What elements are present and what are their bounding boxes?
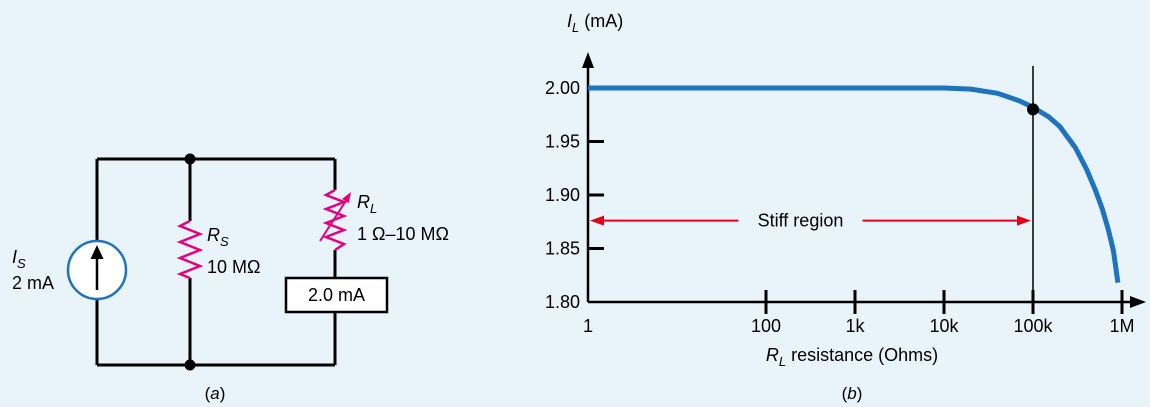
y-tick-label: 1.90 [545,185,580,205]
wire-frame [95,157,337,367]
rl-value: 1 Ω–10 MΩ [357,224,449,244]
junction-dot-bottom [184,359,196,371]
y-axis-label: IL (mA) [567,11,623,35]
x-tick-label: 1k [845,316,865,336]
y-tick-label: 1.80 [545,292,580,312]
caption-a: (a) [205,384,226,403]
ammeter-reading: 2.0 mA [308,285,365,305]
y-tick-label: 1.85 [545,239,580,259]
rl-variable-arrowhead-icon [342,192,351,203]
x-axis-arrow-icon [1130,296,1146,308]
rs-label: RS [207,225,229,249]
x-tick-label: 1 [583,316,593,336]
x-tick-label: 10k [929,316,959,336]
source-label: IS [12,247,26,271]
current-source [66,239,128,301]
stiff-region-arrow: Stiff region [590,211,1031,231]
stiff-region-label: Stiff region [758,211,844,231]
rs-value: 10 MΩ [207,257,260,277]
x-tick-label: 100k [1013,316,1053,336]
x-tick-label: 100 [751,316,781,336]
stiff-region-arrowhead-left-icon [590,215,604,226]
stiff-region-arrowhead-right-icon [1017,215,1031,226]
x-axis-label: RL resistance (Ohms) [766,345,938,369]
y-ticks: 1.80 1.85 1.90 1.95 2.00 [545,78,604,312]
source-value: 2 mA [12,273,54,293]
rl-variable-arrow [319,195,350,242]
x-ticks: 1 100 1k 10k 100k 1M [583,290,1135,336]
circuit-diagram: IS 2 mA RS 10 MΩ RL 1 Ω–10 MΩ 2.0 mA (a) [12,153,449,403]
marked-data-point [1027,103,1039,116]
ammeter-box [284,276,389,314]
load-current-graph: 1.80 1.85 1.90 1.95 2.00 1 100 1k 10k 100k 1M IL … [545,11,1146,403]
rl-resistor-icon [322,188,348,252]
x-tick-label: 1M [1109,316,1134,336]
junction-dot-top [184,153,196,165]
caption-b: (b) [842,384,863,403]
y-tick-label: 1.95 [545,132,580,152]
load-current-curve [588,85,1121,284]
rl-label: RL [357,192,377,216]
rs-resistor-icon [176,219,204,280]
y-tick-label: 2.00 [545,78,580,98]
current-arrow-icon [90,245,104,259]
y-axis-arrow-icon [582,52,594,68]
